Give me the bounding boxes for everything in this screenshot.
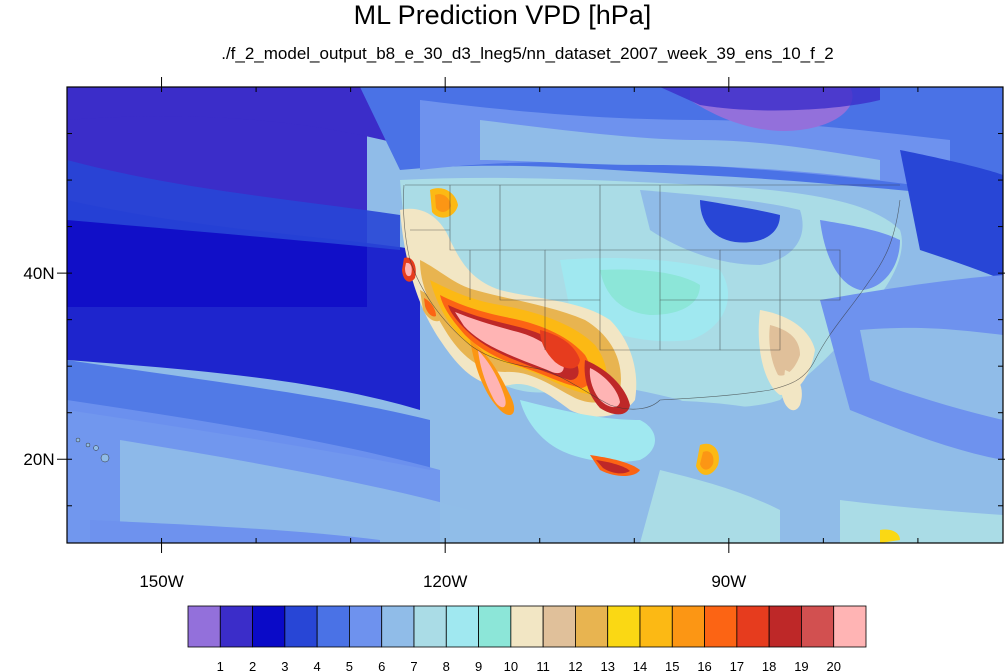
colorbar-swatch <box>801 605 835 648</box>
colorbar-swatch <box>187 605 221 648</box>
colorbar-swatch <box>349 605 383 648</box>
colorbar-swatch <box>413 605 447 648</box>
colorbar-label: 10 <box>504 659 518 672</box>
map-subtitle: ./f_2_model_output_b8_e_30_d3_lneg5/nn_d… <box>221 44 834 63</box>
colorbar-label: 11 <box>536 659 550 672</box>
colorbar-label: 13 <box>600 659 614 672</box>
colorbar-label: 5 <box>346 659 353 672</box>
colorbar-swatch <box>736 605 770 648</box>
colorbar-swatch <box>542 605 576 648</box>
colorbar-swatch <box>639 605 673 648</box>
lon-tick-label: 90W <box>711 572 746 591</box>
colorbar-swatch <box>252 605 286 648</box>
colorbar-label: 3 <box>281 659 288 672</box>
colorbar-swatch <box>510 605 544 648</box>
colorbar-swatch <box>833 605 867 648</box>
colorbar-swatch <box>284 605 318 648</box>
colorbar-label: 17 <box>730 659 744 672</box>
colorbar-swatch <box>575 605 609 648</box>
colorbar-swatch <box>478 605 512 648</box>
colorbar-label: 2 <box>249 659 256 672</box>
vpd-field <box>67 87 1003 543</box>
colorbar-swatch <box>381 605 415 648</box>
map-title: ML Prediction VPD [hPa] <box>353 0 652 30</box>
lon-tick-label: 150W <box>139 572 183 591</box>
colorbar-swatch <box>445 605 479 648</box>
hawaii-islands <box>75 437 110 463</box>
colorbar-label: 9 <box>475 659 482 672</box>
colorbar-label: 20 <box>826 659 840 672</box>
colorbar-label: 18 <box>762 659 776 672</box>
colorbar-label: 8 <box>443 659 450 672</box>
lat-tick-label: 20N <box>23 450 54 469</box>
colorbar-swatch <box>768 605 802 648</box>
colorbar-label: 14 <box>633 659 647 672</box>
lat-tick-label: 40N <box>23 264 54 283</box>
colorbar-label: 7 <box>410 659 417 672</box>
colorbar-swatch <box>671 605 705 648</box>
colorbar-swatch <box>607 605 641 648</box>
colorbar-swatch <box>219 605 253 648</box>
colorbar-label: 19 <box>794 659 808 672</box>
map-frame <box>66 86 1004 544</box>
colorbar-label: 4 <box>314 659 321 672</box>
lon-tick-label: 120W <box>423 572 467 591</box>
colorbar: 1 2 3 4 5 6 7 8 9 10 11 12 13 14 15 16 17 18 19 20 <box>187 605 867 672</box>
colorbar-swatch <box>316 605 350 648</box>
colorbar-label: 12 <box>568 659 582 672</box>
colorbar-label: 15 <box>665 659 679 672</box>
colorbar-label: 6 <box>378 659 385 672</box>
colorbar-label: 1 <box>217 659 224 672</box>
colorbar-swatch <box>704 605 738 648</box>
colorbar-label: 16 <box>697 659 711 672</box>
